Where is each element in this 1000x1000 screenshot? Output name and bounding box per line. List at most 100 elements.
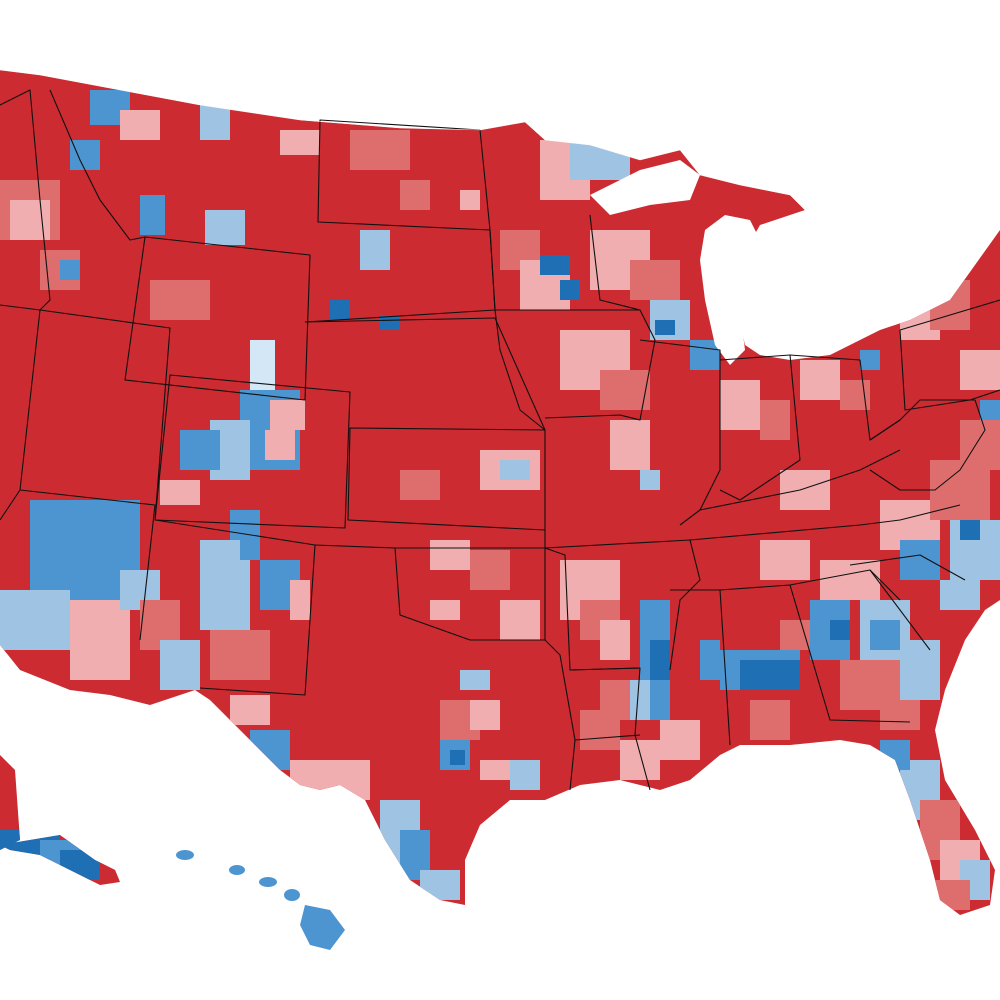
county-patch-5 bbox=[140, 195, 165, 235]
county-patch-16 bbox=[265, 430, 295, 460]
coastline bbox=[0, 69, 806, 211]
county-patch-57 bbox=[770, 290, 790, 310]
border-colorado-utah bbox=[39, 309, 351, 529]
county-patch-22 bbox=[60, 540, 130, 600]
county-patch-87 bbox=[290, 760, 330, 800]
county-patch-66 bbox=[930, 280, 970, 330]
county-patch-113 bbox=[960, 520, 980, 540]
county-patch-18 bbox=[160, 480, 200, 505]
county-patch-59 bbox=[810, 270, 830, 300]
county-patch-56 bbox=[740, 260, 790, 320]
county-patch-42 bbox=[540, 255, 570, 275]
border-oklahoma-texas bbox=[314, 544, 576, 791]
county-patch-4 bbox=[70, 140, 100, 170]
border-wisconsin-illinois bbox=[589, 214, 721, 526]
border-west-virginia bbox=[869, 399, 986, 491]
hawaii-big-island bbox=[300, 905, 345, 950]
county-patch-24 bbox=[70, 600, 130, 680]
county-patch-30 bbox=[290, 580, 310, 620]
border-wyoming bbox=[124, 236, 311, 401]
border-carolinas bbox=[849, 554, 966, 601]
county-patch-116 bbox=[820, 560, 880, 600]
county-patch-70 bbox=[430, 540, 470, 570]
county-patch-62 bbox=[800, 360, 840, 400]
hawaii-island-1 bbox=[176, 850, 194, 860]
county-patch-47 bbox=[655, 320, 675, 335]
county-patch-109 bbox=[750, 700, 790, 740]
county-patch-32 bbox=[360, 230, 390, 270]
county-patch-64 bbox=[860, 350, 880, 370]
county-patch-99 bbox=[740, 660, 800, 690]
county-patch-96 bbox=[580, 710, 620, 750]
county-patch-88 bbox=[230, 695, 270, 725]
county-patch-3 bbox=[120, 110, 160, 140]
lake-superior bbox=[590, 160, 700, 215]
county-patch-58 bbox=[790, 310, 820, 330]
border-montana-line bbox=[49, 89, 146, 241]
hawaii-island-3 bbox=[259, 877, 277, 887]
county-patch-72 bbox=[500, 600, 540, 640]
county-patch-71 bbox=[470, 550, 510, 590]
county-patch-93 bbox=[600, 620, 630, 660]
county-patch-28 bbox=[200, 560, 250, 630]
county-patch-9 bbox=[150, 280, 210, 320]
county-patch-60 bbox=[720, 380, 760, 430]
county-patch-23 bbox=[0, 590, 70, 650]
county-patch-78 bbox=[450, 750, 465, 765]
county-patch-123 bbox=[930, 880, 970, 910]
county-patch-89 bbox=[470, 700, 500, 730]
county-patch-108 bbox=[880, 700, 920, 730]
county-patch-67 bbox=[960, 350, 1000, 390]
county-patch-39 bbox=[570, 140, 630, 180]
county-patch-100 bbox=[700, 640, 720, 680]
county-patch-127 bbox=[60, 850, 100, 880]
county-patch-1 bbox=[10, 200, 50, 240]
great-lakes bbox=[590, 160, 760, 365]
county-patch-34 bbox=[380, 315, 400, 330]
county-patches bbox=[0, 90, 1000, 910]
county-patch-27 bbox=[160, 640, 200, 690]
county-patch-80 bbox=[480, 760, 510, 780]
county-patch-52 bbox=[640, 470, 660, 490]
border-nebraska-kansas bbox=[304, 317, 546, 531]
border-kentucky-tennessee bbox=[689, 449, 961, 541]
county-patch-7 bbox=[280, 130, 320, 155]
county-patch-54 bbox=[500, 460, 530, 480]
county-patch-61 bbox=[760, 400, 790, 440]
county-patch-105 bbox=[870, 620, 900, 650]
county-patch-15 bbox=[180, 430, 220, 470]
county-patch-50 bbox=[600, 370, 650, 410]
hawaii-island-2 bbox=[229, 865, 245, 875]
county-patch-51 bbox=[610, 420, 650, 470]
county-patch-86 bbox=[250, 730, 290, 770]
county-patch-118 bbox=[780, 470, 830, 510]
border-lousiana bbox=[569, 667, 641, 741]
hawaii-island-4 bbox=[284, 889, 300, 901]
county-patch-33 bbox=[330, 300, 350, 320]
county-patch-115 bbox=[940, 580, 980, 610]
county-patch-17 bbox=[270, 400, 305, 430]
county-patch-128 bbox=[100, 860, 120, 880]
county-patch-103 bbox=[830, 620, 850, 640]
hawaii-islands bbox=[176, 850, 345, 950]
county-patch-92 bbox=[630, 680, 650, 720]
county-patch-91 bbox=[650, 640, 670, 680]
county-patch-117 bbox=[760, 540, 810, 580]
county-patch-124 bbox=[880, 740, 910, 770]
county-patch-114 bbox=[900, 540, 940, 580]
lake-michigan bbox=[700, 215, 760, 365]
county-patch-84 bbox=[420, 870, 460, 900]
border-missouri-arkansas bbox=[544, 539, 701, 671]
border-arizona-nm bbox=[19, 489, 316, 696]
county-patch-97 bbox=[620, 740, 660, 780]
county-patch-63 bbox=[840, 380, 870, 410]
county-patch-11 bbox=[60, 260, 80, 280]
county-patch-45 bbox=[630, 260, 680, 300]
county-patch-36 bbox=[400, 180, 430, 210]
county-patch-107 bbox=[900, 640, 940, 700]
county-patch-37 bbox=[460, 190, 480, 210]
county-patch-6 bbox=[205, 210, 245, 245]
